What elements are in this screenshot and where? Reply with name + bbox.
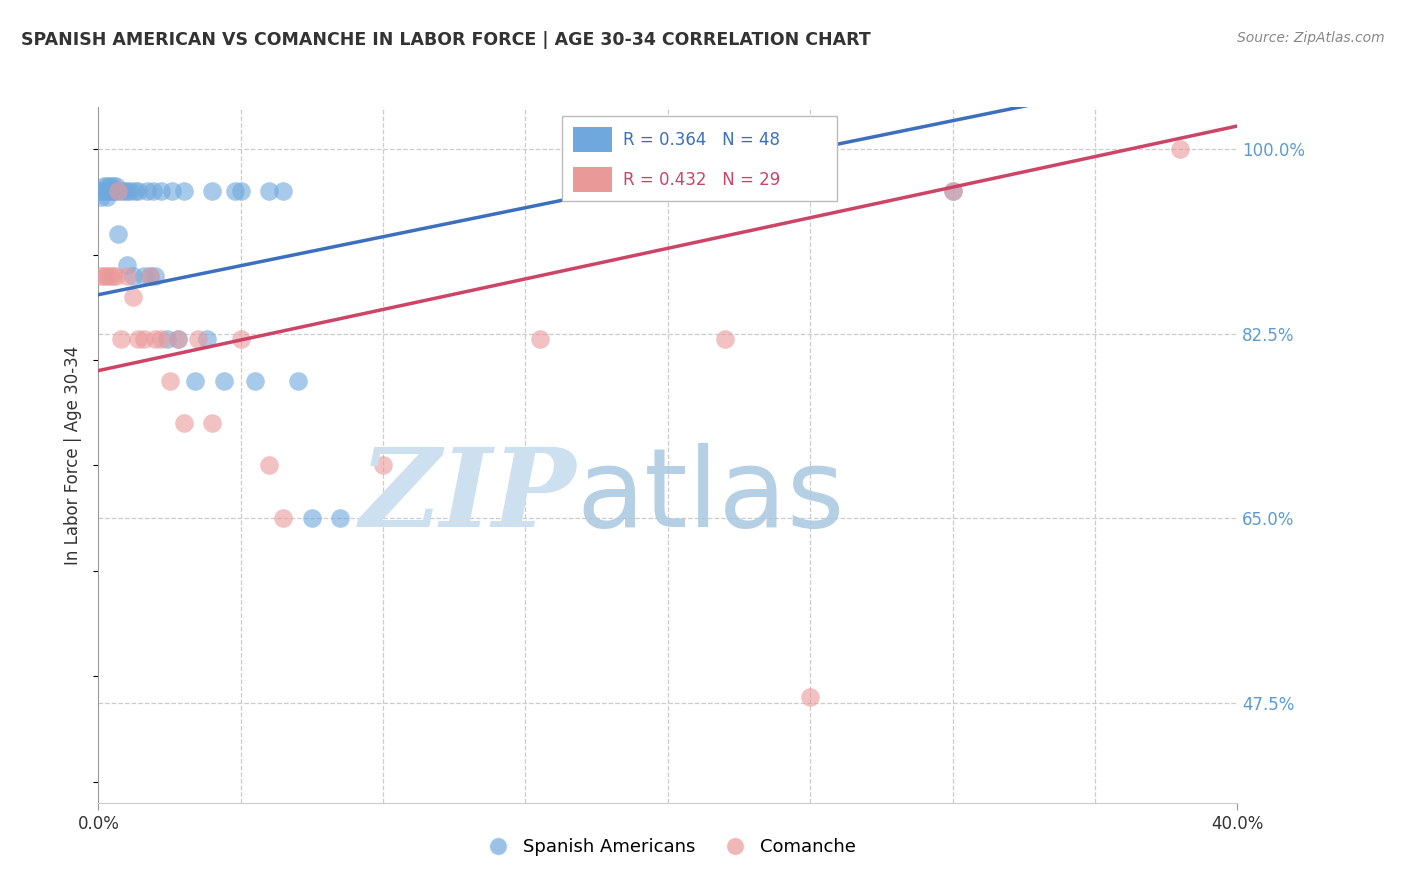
Point [115, 258, 138, 272]
Point [121, 268, 143, 283]
Point [273, 511, 295, 525]
FancyBboxPatch shape [562, 116, 837, 201]
Point [96, 185, 118, 199]
Point [799, 690, 821, 705]
Point [110, 332, 132, 346]
Y-axis label: In Labor Force | Age 30-34: In Labor Force | Age 30-34 [65, 345, 83, 565]
Point [132, 332, 155, 346]
Point [96, 179, 118, 194]
Point [184, 374, 207, 388]
Point [115, 185, 138, 199]
Point [173, 417, 195, 431]
Point [104, 185, 127, 199]
Legend: Spanish Americans, Comanche: Spanish Americans, Comanche [472, 831, 863, 863]
Point [145, 332, 167, 346]
Point [135, 185, 157, 199]
Text: R = 0.432   N = 29: R = 0.432 N = 29 [623, 170, 780, 188]
Bar [574, 167, 612, 192]
Point [127, 332, 149, 346]
Point [93, 179, 115, 194]
Point [229, 332, 252, 346]
Point [101, 185, 124, 199]
Text: Source: ZipAtlas.com: Source: ZipAtlas.com [1237, 31, 1385, 45]
Point [96, 268, 118, 283]
Point [101, 179, 124, 194]
Point [229, 185, 252, 199]
Point [942, 185, 965, 199]
Point [224, 185, 246, 199]
Point [167, 332, 190, 346]
Point [187, 332, 209, 346]
Point [98, 185, 121, 199]
Point [101, 268, 124, 283]
Point [657, 185, 679, 199]
Text: atlas: atlas [576, 443, 845, 550]
Point [138, 268, 160, 283]
Point [127, 185, 149, 199]
Point [1170, 142, 1192, 156]
Text: R = 0.364   N = 48: R = 0.364 N = 48 [623, 131, 780, 149]
Point [156, 332, 179, 346]
Text: ZIP: ZIP [360, 443, 576, 550]
Text: SPANISH AMERICAN VS COMANCHE IN LABOR FORCE | AGE 30-34 CORRELATION CHART: SPANISH AMERICAN VS COMANCHE IN LABOR FO… [21, 31, 870, 49]
Point [98, 268, 121, 283]
Point [167, 332, 190, 346]
Point [714, 332, 737, 346]
Point [115, 268, 138, 283]
Point [329, 511, 352, 525]
Point [301, 511, 323, 525]
Point [942, 185, 965, 199]
Point [138, 268, 160, 283]
Point [90, 268, 112, 283]
Point [162, 185, 184, 199]
Point [124, 185, 146, 199]
Point [150, 332, 173, 346]
Point [90, 185, 112, 199]
Bar [574, 127, 612, 153]
Point [107, 185, 129, 199]
Point [141, 185, 163, 199]
Point [112, 185, 135, 199]
Point [243, 374, 266, 388]
Point [529, 332, 551, 346]
Point [132, 268, 155, 283]
Point [201, 185, 224, 199]
Point [287, 374, 309, 388]
Point [195, 332, 218, 346]
Point [93, 268, 115, 283]
Point [98, 179, 121, 194]
Point [118, 185, 141, 199]
Point [104, 179, 127, 194]
Point [145, 268, 167, 283]
Point [93, 185, 115, 199]
Point [150, 185, 173, 199]
Point [159, 374, 181, 388]
Point [90, 189, 112, 203]
Point [110, 185, 132, 199]
Point [101, 185, 124, 199]
Point [813, 142, 835, 156]
Point [373, 458, 395, 473]
Point [273, 185, 295, 199]
Point [121, 290, 143, 304]
Point [96, 189, 118, 203]
Point [173, 185, 195, 199]
Point [107, 227, 129, 241]
Point [259, 185, 281, 199]
Point [104, 268, 127, 283]
Point [212, 374, 235, 388]
Point [201, 417, 224, 431]
Point [259, 458, 281, 473]
